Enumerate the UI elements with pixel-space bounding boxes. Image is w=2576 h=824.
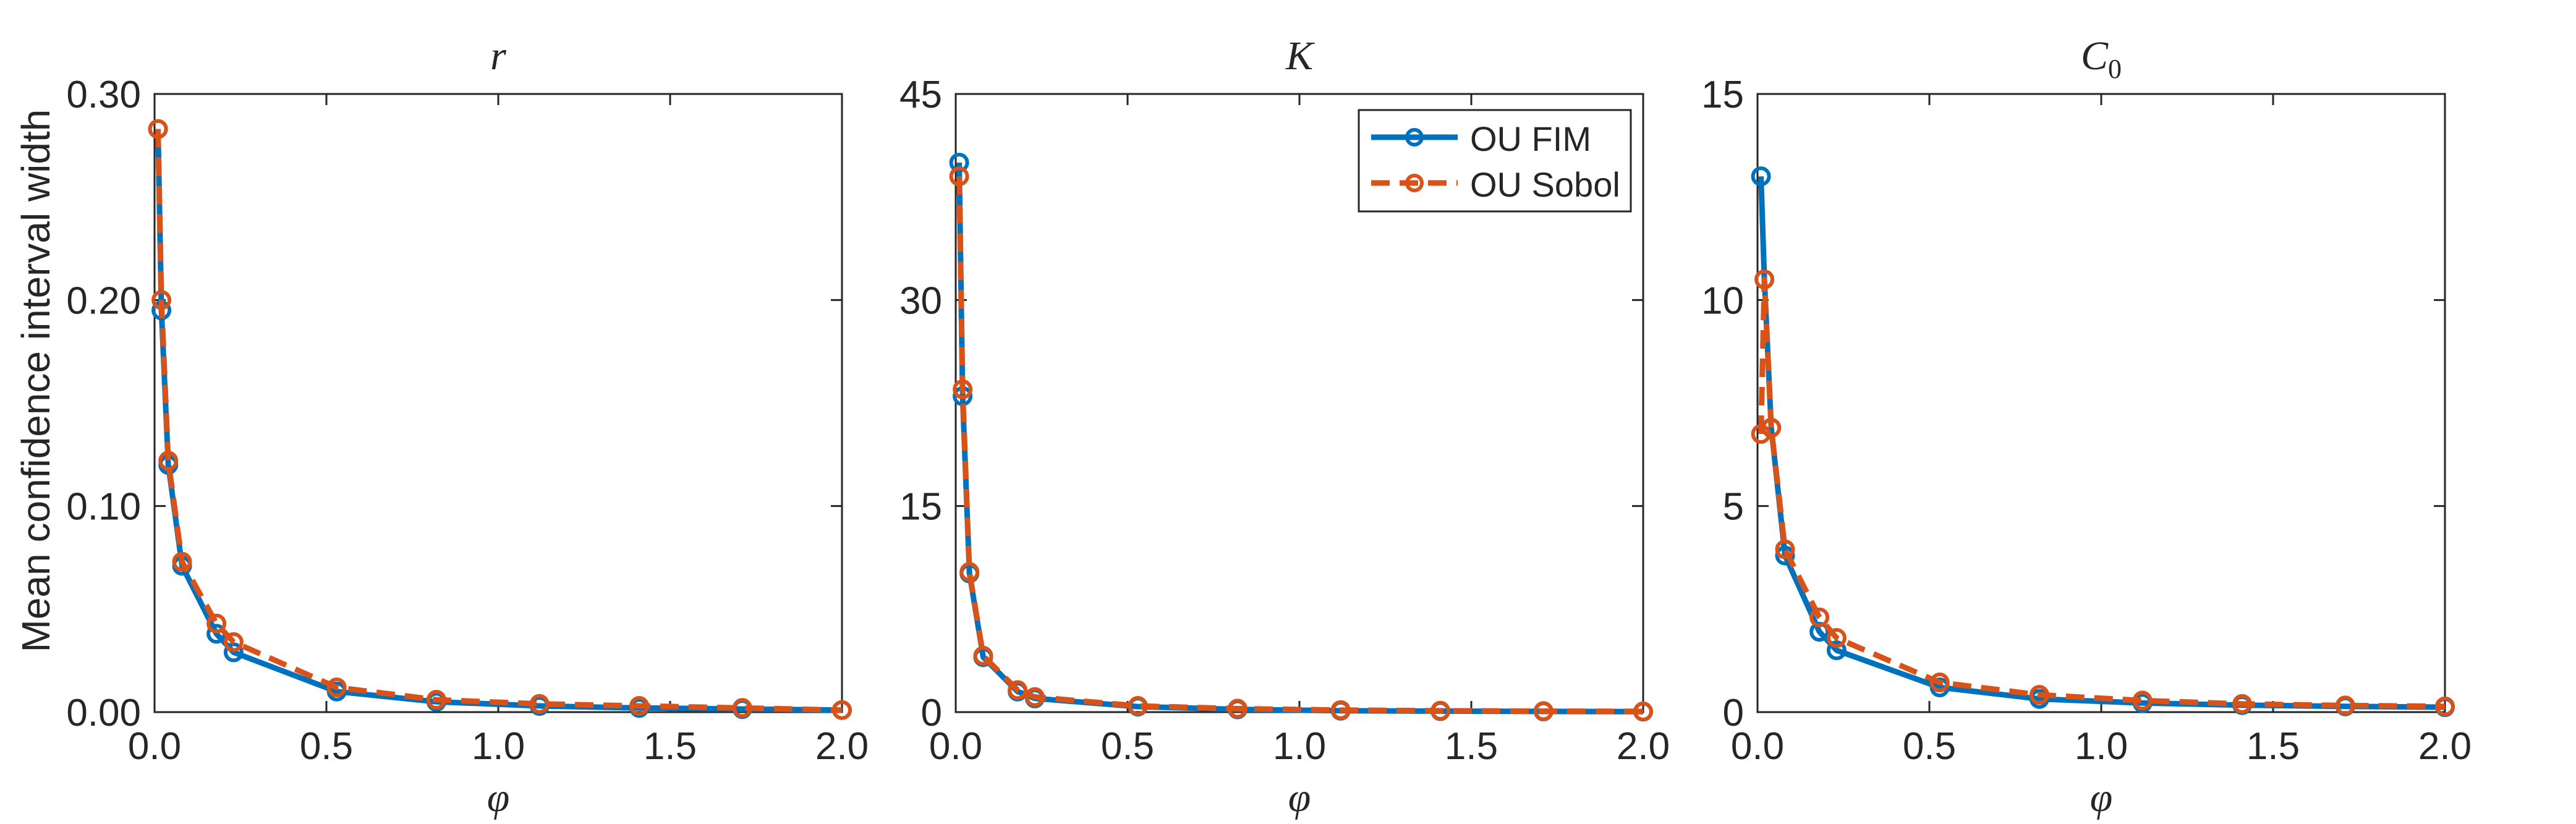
y-tick-label-k: 30 [899,279,942,322]
y-tick-label-c0: 0 [1723,692,1744,734]
data-point-ou-sobol-c0 [1754,270,1775,289]
data-point-ou-sobol-c0 [1775,539,1795,559]
data-point-ou-sobol-c0 [2029,685,2049,705]
data-point-ou-sobol-r [223,632,244,652]
series-line-ou-fim-r [155,129,843,713]
x-tick-label-r: 1.5 [644,725,697,768]
data-point-ou-sobol-k [1227,699,1248,719]
data-point-ou-sobol-r [172,551,192,572]
series-line-ou-sobol-r [155,129,843,713]
legend-box [1358,109,1632,213]
panel-title-main: r [490,33,506,79]
data-point-ou-fim-c0 [1826,640,1847,660]
data-point-ou-sobol-k [1633,701,1653,721]
data-point-ou-sobol-r [732,698,752,718]
data-point-ou-sobol-c0 [2232,694,2252,714]
y-tick-label-c0: 10 [1701,279,1744,322]
y-tick-label-r: 0.10 [66,486,141,529]
data-point-ou-sobol-c0 [1929,673,1950,692]
x-tick-label-k: 2.0 [1617,725,1670,768]
data-point-ou-sobol-k [949,166,969,187]
y-axis-label: Mean confidence interval width [14,109,58,653]
data-point-ou-sobol-c0 [1826,628,1847,648]
data-point-ou-sobol-r [206,613,227,634]
data-point-ou-sobol-k [1430,700,1450,721]
panel-title-k: K [1285,33,1315,79]
y-tick-label-k: 15 [899,486,942,529]
legend-fim-marker [1405,128,1424,147]
data-point-ou-sobol-k [1533,701,1554,721]
panel-title-main: C [2081,33,2109,79]
panel-k: 0.0 0.5 1.0 1.5 2.0 0 15 30 45 Kφ [899,33,1670,820]
y-tick-label-k: 0 [921,692,942,734]
data-point-ou-fim-r [223,642,244,663]
x-tick-label-c0: 0.0 [1731,725,1784,768]
x-axis-label-r: φ [487,775,510,820]
data-point-ou-sobol-r [148,119,168,139]
data-point-ou-fim-c0 [1751,166,1771,187]
panel-title-main: K [1285,33,1315,79]
data-point-ou-fim-k [949,153,969,173]
y-tick-label-r: 0.00 [66,692,141,734]
data-point-ou-sobol-r [832,700,852,720]
series-line-ou-sobol-c0 [1758,276,2446,710]
data-point-ou-sobol-k [1008,680,1028,700]
x-tick-label-k: 0.0 [929,725,982,768]
legend-fim-label: OU FIM [1470,119,1591,158]
x-tick-label-k: 0.5 [1101,725,1154,768]
panel-title-subscript: 0 [2108,54,2122,84]
y-tick-label-c0: 5 [1723,486,1744,529]
data-point-ou-sobol-k [953,379,973,399]
data-point-ou-sobol-c0 [2132,690,2153,711]
x-tick-label-r: 1.0 [472,725,525,768]
data-point-ou-sobol-k [1330,700,1351,720]
data-point-ou-sobol-r [151,290,172,310]
data-point-ou-fim-c0 [1775,545,1795,566]
y-tick-label-k: 45 [899,74,942,116]
panel-title-r: r [490,33,506,79]
x-tick-label-c0: 1.5 [2247,725,2300,768]
x-axis-label-k: φ [1288,775,1311,820]
y-tick-label-r: 0.30 [66,74,141,116]
data-point-ou-sobol-c0 [1809,607,1830,627]
panel-title-c0: C0 [2081,33,2122,84]
legend-sobol-marker [1405,174,1424,192]
x-tick-label-c0: 0.5 [1903,725,1956,768]
data-point-ou-sobol-k [959,562,980,582]
x-tick-label-c0: 2.0 [2418,725,2472,768]
x-tick-label-k: 1.5 [1445,725,1498,768]
x-tick-label-r: 0.0 [128,725,181,768]
data-point-ou-sobol-c0 [2335,695,2355,716]
y-tick-label-c0: 15 [1701,74,1744,116]
panel-r: 0.0 0.5 1.0 1.5 2.0 0.00 0.10 0.20 0.30 r φ [66,33,869,820]
x-tick-label-r: 0.5 [300,725,353,768]
data-point-ou-sobol-r [529,694,550,714]
data-point-ou-sobol-c0 [1761,418,1782,438]
y-tick-label-r: 0.20 [66,279,141,322]
data-point-ou-sobol-r [629,696,649,716]
data-point-ou-sobol-r [326,677,347,697]
x-tick-label-r: 2.0 [815,725,869,768]
x-tick-label-c0: 1.0 [2075,725,2128,768]
x-axis-label-c0: φ [2090,775,2113,820]
data-point-ou-sobol-c0 [2435,696,2455,716]
series-line-ou-sobol-k [956,176,1644,715]
data-point-ou-sobol-r [426,690,446,710]
legend-sobol-label: OU Sobol [1470,165,1620,204]
series-line-ou-fim-c0 [1758,176,2446,710]
data-point-ou-sobol-k [973,645,993,666]
data-point-ou-sobol-k [1024,687,1045,707]
data-point-ou-sobol-k [1128,696,1148,716]
legend: OU FIM OU Sobol [1358,109,1632,213]
x-tick-label-k: 1.0 [1273,725,1326,768]
data-point-ou-sobol-r [158,451,179,471]
